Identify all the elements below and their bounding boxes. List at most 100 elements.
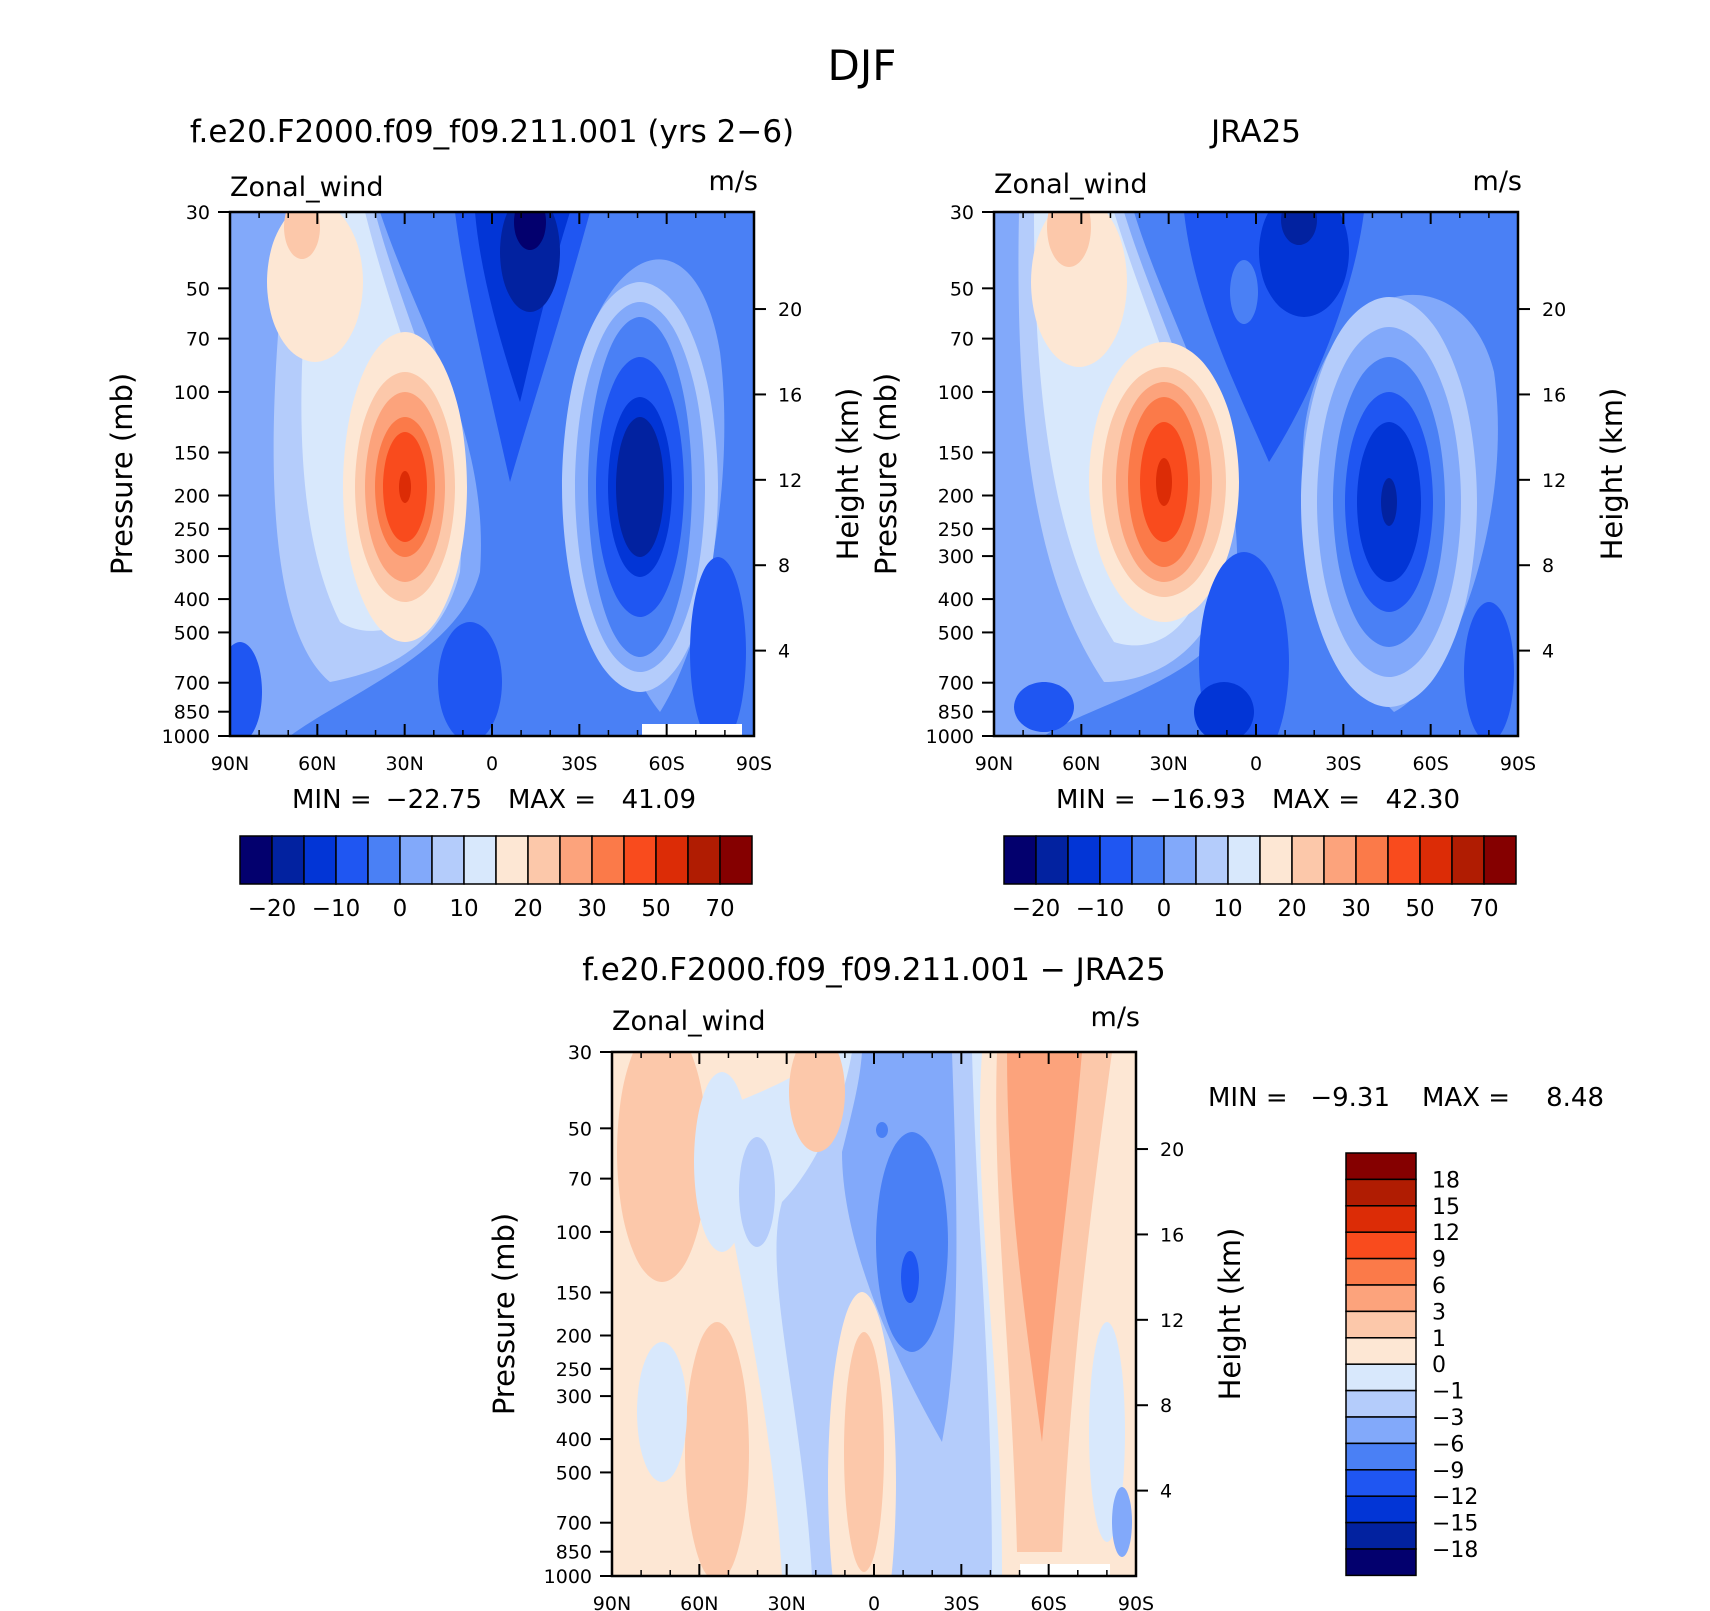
- plot-axes: 90N 60N 30N 0 30S 60S 90S 30 50 70 100 150 200 250 300…: [105, 202, 865, 775]
- colorbar-box: [1345, 1521, 1417, 1550]
- y-tick-label: 850: [556, 1542, 592, 1564]
- colorbar-box: [335, 835, 369, 885]
- easterly-peak: [514, 212, 546, 250]
- colorbar-label: −20: [1012, 896, 1061, 922]
- colorbar-label: −18: [1432, 1538, 1478, 1563]
- x-tick-label: 60S: [1031, 1593, 1067, 1611]
- units-label: m/s: [1091, 1002, 1140, 1033]
- x-tick-label: 60N: [1062, 753, 1100, 775]
- neg-bias-core: [876, 1132, 948, 1352]
- colorbar-box: [1345, 1257, 1417, 1286]
- colorbar-label: 15: [1432, 1195, 1460, 1220]
- max-label: MAX =: [1272, 785, 1360, 815]
- y-tick-label: 100: [556, 1222, 592, 1244]
- colorbar-box: [1345, 1363, 1417, 1392]
- colorbar-box: [1345, 1548, 1417, 1577]
- x-tick-label: 30S: [1325, 753, 1361, 775]
- y2-tick-label: 8: [1542, 555, 1554, 577]
- colorbar-label: 70: [705, 896, 734, 922]
- y-tick-label: 850: [938, 702, 974, 724]
- y2-tick-label: 20: [1160, 1139, 1184, 1161]
- sh-pos-inner: [1007, 1052, 1082, 1442]
- panel-model: f.e20.F2000.f09_f09.211.001 (yrs 2−6) Zo…: [105, 114, 865, 922]
- y-tick-label: 200: [174, 485, 210, 507]
- y2-tick-label: 12: [778, 470, 802, 492]
- y-tick-label: 50: [186, 278, 210, 300]
- colorbar-box: [1345, 1416, 1417, 1445]
- colorbar-box: [1345, 1469, 1417, 1497]
- x-tick-label: 60S: [649, 753, 685, 775]
- colorbar-box: [1345, 1152, 1417, 1181]
- colorbar-label: 50: [641, 896, 670, 922]
- x-tick-label: 60N: [680, 1593, 718, 1611]
- colorbar-box: [1067, 835, 1101, 885]
- x-tick-label: 30N: [767, 1593, 805, 1611]
- tropical-pos-upper: [789, 1052, 845, 1152]
- colorbar-label: 6: [1432, 1274, 1446, 1299]
- y-tick-label: 150: [174, 443, 210, 465]
- max-label: MAX =: [508, 785, 596, 815]
- y-tick-label: 400: [174, 589, 210, 611]
- y-tick-label: 30: [186, 202, 210, 224]
- y-tick-label: 1000: [544, 1566, 592, 1588]
- min-label: MIN =: [292, 785, 372, 815]
- colorbar-label: 0: [1432, 1353, 1446, 1378]
- missing-data: [642, 724, 742, 736]
- polar-easterly: [690, 557, 746, 736]
- colorbar-label: 20: [513, 896, 542, 922]
- max-value: 41.09: [622, 785, 696, 815]
- colorbar-box: [1345, 1231, 1417, 1260]
- polar-jet-inner: [284, 212, 320, 259]
- panel-diff: f.e20.F2000.f09_f09.211.001 − JRA25 Zona…: [487, 952, 1604, 1611]
- colorbar-label: −9: [1432, 1459, 1464, 1484]
- polar-jet-inner: [1047, 212, 1091, 267]
- plot-axes: 90N 60N 30N 0 30S 60S 90S 30 50 70 100 150 200 250 300…: [487, 1042, 1247, 1611]
- y-tick-label: 300: [556, 1386, 592, 1408]
- colorbar-box: [1345, 1442, 1417, 1471]
- colorbar-box: [1035, 835, 1069, 885]
- colorbar-box: [239, 835, 273, 885]
- x-tick-label: 30S: [943, 1593, 979, 1611]
- sh-jet-contour-5: [1381, 478, 1397, 526]
- y-tick-label: 200: [938, 485, 974, 507]
- y-axis-title: Pressure (mb): [105, 373, 139, 575]
- x-tick-label: 30N: [385, 753, 423, 775]
- colorbar-label: 30: [577, 896, 606, 922]
- y-tick-label: 100: [174, 382, 210, 404]
- colorbar-box: [1227, 835, 1261, 885]
- x-tick-label: 30N: [1149, 753, 1187, 775]
- y2-tick-label: 4: [1160, 1481, 1172, 1503]
- colorbar-box: [655, 835, 689, 885]
- colorbar-label: −20: [248, 896, 297, 922]
- nh-neg-core: [739, 1137, 775, 1247]
- colorbar-label: 1: [1432, 1327, 1446, 1352]
- y2-tick-label: 4: [778, 641, 790, 663]
- colorbar-box: [399, 835, 433, 885]
- colorbar-label: 3: [1432, 1300, 1446, 1325]
- y-tick-label: 500: [556, 1462, 592, 1484]
- colorbar-box: [623, 835, 657, 885]
- y-tick-label: 70: [568, 1169, 592, 1191]
- colorbar-box: [1345, 1337, 1417, 1365]
- colorbar-label: 10: [1213, 896, 1242, 922]
- colorbar-box: [1163, 835, 1197, 885]
- colorbar-box: [1345, 1284, 1417, 1313]
- arctic-easterly: [230, 642, 262, 736]
- missing-data: [1020, 1564, 1110, 1576]
- x-tick-label: 90N: [211, 753, 249, 775]
- colorbar-label: 18: [1432, 1168, 1460, 1193]
- colorbar-box: [1345, 1389, 1417, 1418]
- y-tick-label: 500: [938, 622, 974, 644]
- nh-jet-contour-5: [1156, 458, 1172, 506]
- colorbar-box: [271, 835, 305, 885]
- colorbar-label: 9: [1432, 1248, 1446, 1273]
- panel-title: JRA25: [1209, 114, 1301, 150]
- figure-title: DJF: [828, 41, 897, 90]
- x-tick-label: 0: [1250, 753, 1262, 775]
- x-tick-label: 90N: [975, 753, 1013, 775]
- colorbar-label: 30: [1341, 896, 1370, 922]
- y2-tick-label: 16: [1160, 1224, 1184, 1246]
- y-tick-label: 50: [950, 278, 974, 300]
